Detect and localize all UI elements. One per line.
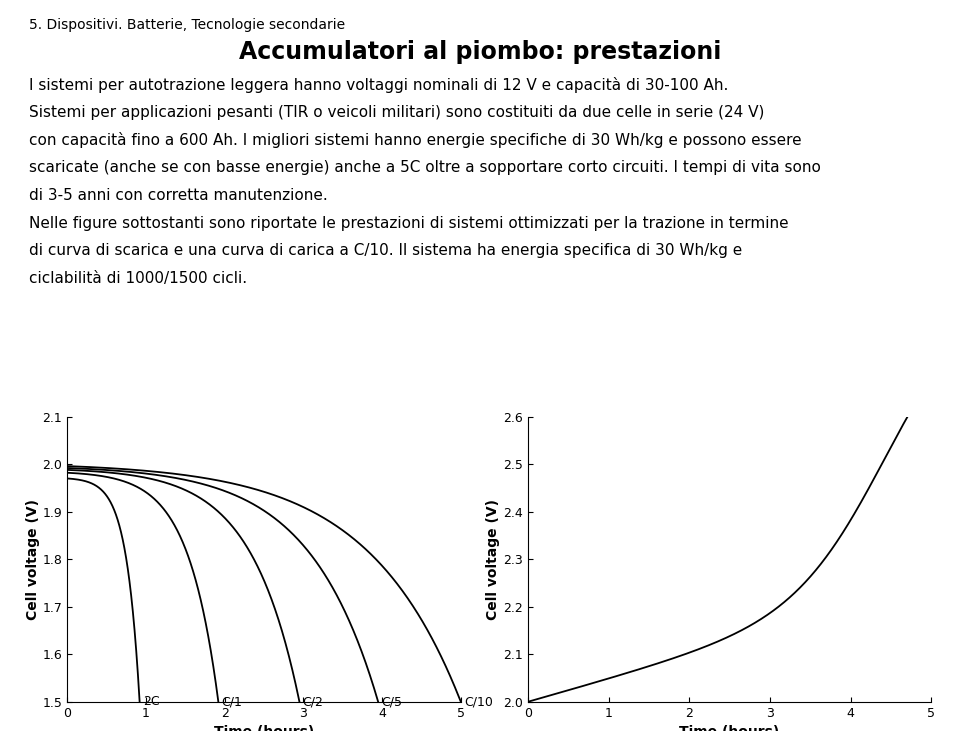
Text: C/5: C/5 [381, 695, 402, 708]
X-axis label: Time (hours): Time (hours) [680, 725, 780, 731]
Text: 2C: 2C [143, 695, 159, 708]
Text: con capacità fino a 600 Ah. I migliori sistemi hanno energie specifiche di 30 Wh: con capacità fino a 600 Ah. I migliori s… [29, 132, 802, 148]
Text: Sistemi per applicazioni pesanti (TIR o veicoli militari) sono costituiti da due: Sistemi per applicazioni pesanti (TIR o … [29, 105, 764, 120]
X-axis label: Time (hours): Time (hours) [214, 725, 314, 731]
Text: scaricate (anche se con basse energie) anche a 5C oltre a sopportare corto circu: scaricate (anche se con basse energie) a… [29, 160, 821, 175]
Text: I sistemi per autotrazione leggera hanno voltaggi nominali di 12 V e capacità di: I sistemi per autotrazione leggera hanno… [29, 77, 729, 93]
Text: Accumulatori al piombo: prestazioni: Accumulatori al piombo: prestazioni [239, 40, 721, 64]
Text: C/10: C/10 [464, 695, 492, 708]
Text: di curva di scarica e una curva di carica a C/10. Il sistema ha energia specific: di curva di scarica e una curva di caric… [29, 243, 742, 259]
Text: 5. Dispositivi. Batterie, Tecnologie secondarie: 5. Dispositivi. Batterie, Tecnologie sec… [29, 18, 345, 32]
Y-axis label: Cell voltage (V): Cell voltage (V) [487, 499, 500, 620]
Text: di 3-5 anni con corretta manutenzione.: di 3-5 anni con corretta manutenzione. [29, 188, 327, 203]
Y-axis label: Cell voltage (V): Cell voltage (V) [26, 499, 39, 620]
Text: ciclabilità di 1000/1500 cicli.: ciclabilità di 1000/1500 cicli. [29, 271, 247, 287]
Text: C/2: C/2 [302, 695, 324, 708]
Text: C/1: C/1 [222, 695, 242, 708]
Text: Nelle figure sottostanti sono riportate le prestazioni di sistemi ottimizzati pe: Nelle figure sottostanti sono riportate … [29, 216, 788, 231]
